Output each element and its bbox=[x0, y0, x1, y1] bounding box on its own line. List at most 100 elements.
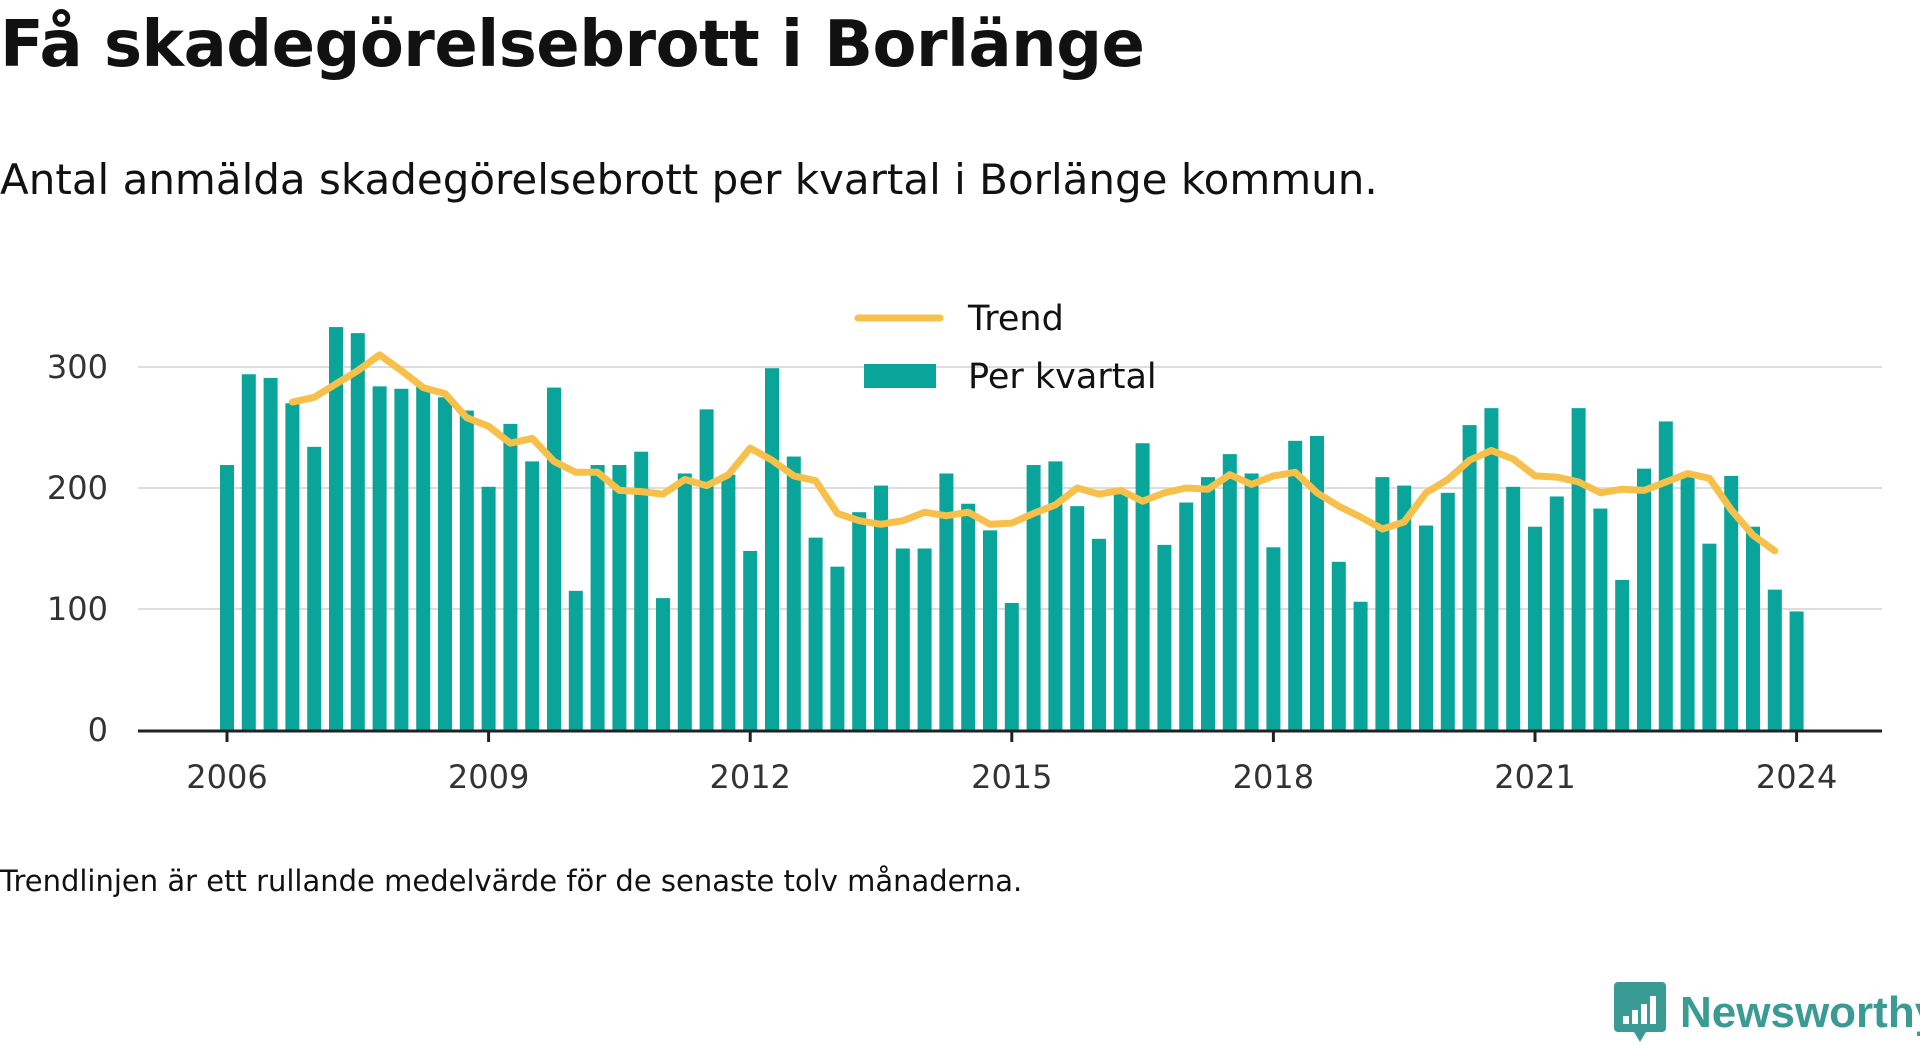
x-tick-label: 2015 bbox=[971, 758, 1052, 790]
bar bbox=[438, 397, 452, 730]
bar bbox=[329, 327, 343, 730]
y-axis: 0 100 200 300 bbox=[47, 348, 108, 749]
legend-bar-label: Per kvartal bbox=[968, 357, 1157, 397]
bar bbox=[481, 486, 496, 730]
bar bbox=[350, 333, 365, 730]
bar bbox=[307, 446, 322, 730]
bar bbox=[1113, 490, 1128, 730]
y-tick-label: 100 bbox=[47, 590, 108, 628]
bar bbox=[765, 368, 779, 730]
bar bbox=[241, 374, 256, 730]
bar bbox=[677, 473, 692, 730]
x-tick-label: 2006 bbox=[186, 758, 267, 790]
bar bbox=[895, 548, 910, 730]
bar bbox=[1092, 538, 1106, 730]
y-tick-label: 200 bbox=[47, 469, 108, 507]
bar bbox=[1353, 601, 1368, 730]
bar-series bbox=[220, 327, 1804, 730]
bar bbox=[1615, 579, 1630, 730]
legend-trend-label: Trend bbox=[967, 299, 1064, 339]
bar bbox=[699, 409, 714, 730]
bar bbox=[1375, 477, 1390, 730]
chart-subtitle: Antal anmälda skadegörelsebrott per kvar… bbox=[0, 155, 1378, 204]
bar bbox=[808, 537, 823, 730]
brand-name: Newsworthy bbox=[1680, 988, 1920, 1037]
bar bbox=[547, 387, 561, 730]
bar bbox=[830, 566, 845, 730]
bar bbox=[1637, 468, 1651, 730]
bar bbox=[416, 386, 431, 730]
bar bbox=[874, 485, 888, 730]
trend-line bbox=[288, 351, 1779, 555]
bar bbox=[961, 503, 976, 730]
bar-chart: Trend Per kvartal 2006 2009 2012 2015 2018 20… bbox=[47, 299, 1882, 790]
bar bbox=[721, 474, 736, 730]
y-tick-label: 0 bbox=[88, 711, 108, 749]
bar bbox=[612, 465, 627, 730]
chart-footnote: Trendlinjen är ett rullande medelvärde f… bbox=[0, 864, 1023, 898]
legend: Trend Per kvartal bbox=[854, 299, 1157, 397]
bar bbox=[1767, 589, 1782, 730]
bar bbox=[394, 388, 409, 730]
bar bbox=[1724, 475, 1739, 730]
brand: Newsworthy bbox=[1614, 982, 1920, 1044]
bar bbox=[1179, 502, 1194, 730]
bar bbox=[1310, 435, 1324, 730]
bar bbox=[1201, 477, 1215, 730]
bar bbox=[1266, 547, 1281, 730]
bar bbox=[743, 550, 758, 730]
legend-bar-swatch bbox=[864, 364, 936, 388]
bar bbox=[1789, 611, 1804, 730]
x-axis: 2006 2009 2012 2015 2018 2021 2024 bbox=[138, 729, 1882, 790]
bar bbox=[1026, 465, 1041, 730]
bar bbox=[852, 512, 867, 730]
bar bbox=[1440, 492, 1455, 730]
bar bbox=[939, 473, 954, 730]
bar bbox=[1070, 506, 1085, 730]
bar bbox=[459, 410, 474, 730]
bar bbox=[634, 451, 649, 730]
x-tick-label: 2024 bbox=[1756, 758, 1837, 790]
bar bbox=[1571, 408, 1586, 730]
bar bbox=[1004, 602, 1019, 730]
bar bbox=[1048, 461, 1063, 730]
bar bbox=[1680, 474, 1695, 730]
bar bbox=[786, 456, 801, 730]
bar bbox=[263, 377, 278, 730]
x-tick-label: 2018 bbox=[1233, 758, 1314, 790]
bar bbox=[1462, 425, 1477, 730]
bar bbox=[1484, 408, 1499, 730]
bar bbox=[1244, 473, 1259, 730]
bar bbox=[285, 403, 300, 730]
bar bbox=[1528, 526, 1542, 730]
bar bbox=[1222, 454, 1237, 730]
bar bbox=[1397, 485, 1412, 730]
bar bbox=[1506, 486, 1521, 730]
bar bbox=[525, 461, 540, 730]
bar bbox=[503, 423, 518, 730]
bar bbox=[220, 465, 234, 730]
bar bbox=[656, 598, 670, 730]
chart-title: Få skadegörelsebrott i Borlänge bbox=[0, 8, 1145, 82]
bar bbox=[1549, 496, 1564, 730]
bar bbox=[917, 548, 932, 730]
y-tick-label: 300 bbox=[47, 348, 108, 386]
bar bbox=[1135, 443, 1150, 730]
x-tick-label: 2021 bbox=[1494, 758, 1575, 790]
newsworthy-logo-icon bbox=[1614, 982, 1666, 1042]
bar bbox=[568, 590, 583, 730]
bar bbox=[372, 386, 387, 730]
bar bbox=[1331, 561, 1346, 730]
bar bbox=[1658, 421, 1673, 730]
x-tick-label: 2009 bbox=[448, 758, 529, 790]
bar bbox=[1702, 543, 1717, 730]
bar bbox=[590, 465, 605, 730]
x-tick-label: 2012 bbox=[709, 758, 790, 790]
bar bbox=[983, 530, 997, 730]
bar bbox=[1419, 525, 1433, 730]
bar bbox=[1157, 544, 1172, 730]
bar bbox=[1746, 526, 1760, 730]
bar bbox=[1593, 508, 1608, 730]
bar bbox=[1288, 440, 1303, 730]
trend-series bbox=[288, 351, 1779, 555]
